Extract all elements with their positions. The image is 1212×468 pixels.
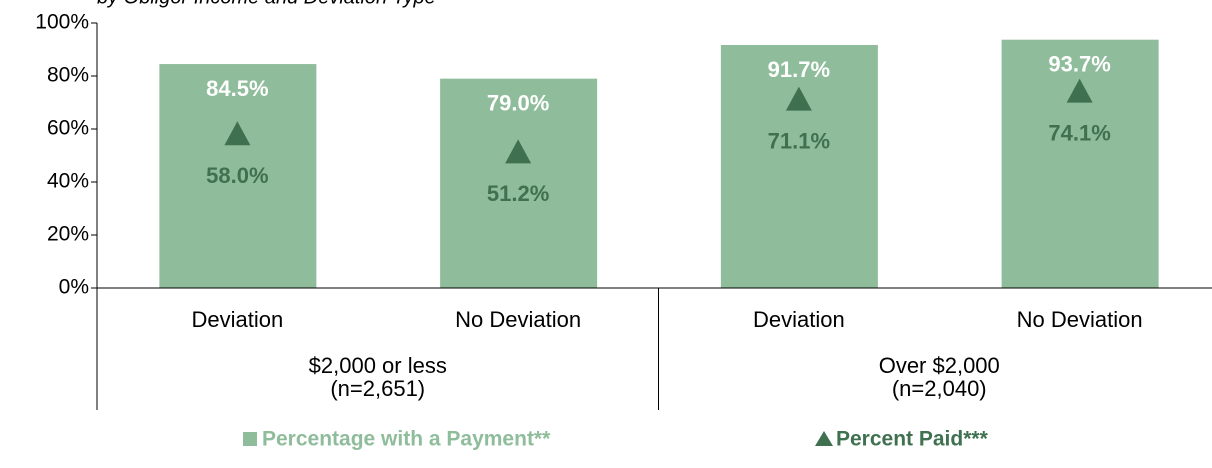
- bar-value-label: 91.7%: [768, 57, 830, 82]
- marker-value-label: 74.1%: [1048, 120, 1110, 145]
- y-tick-label: 0%: [59, 276, 89, 299]
- legend-swatch: [815, 431, 833, 446]
- bar-value-label: 79.0%: [487, 90, 549, 115]
- bar-value-label: 93.7%: [1048, 52, 1110, 77]
- bar: [720, 44, 878, 289]
- y-tick-label: 60%: [47, 117, 89, 140]
- bar: [159, 64, 317, 288]
- bar-value-label: 84.5%: [206, 76, 268, 101]
- group-label: $2,000 or less: [309, 353, 447, 378]
- marker-value-label: 71.1%: [768, 128, 830, 153]
- x-tick-label: Deviation: [753, 307, 845, 332]
- bar: [440, 78, 598, 289]
- triangle-marker: [785, 86, 812, 111]
- x-tick-label: Deviation: [192, 307, 284, 332]
- marker-value-label: 51.2%: [487, 181, 549, 206]
- chart-subtitle: by Obligor Income and Deviation Type: [97, 0, 436, 8]
- legend-swatch: [243, 432, 257, 446]
- x-tick-label: No Deviation: [1017, 307, 1143, 332]
- bar: [1001, 39, 1159, 288]
- y-tick-label: 20%: [47, 223, 89, 246]
- y-tick-label: 100%: [35, 11, 89, 34]
- triangle-marker: [224, 121, 251, 146]
- group-label: Over $2,000: [879, 353, 1000, 378]
- legend-label: Percent Paid***: [836, 428, 989, 451]
- y-tick-label: 80%: [47, 64, 89, 87]
- x-tick-label: No Deviation: [455, 307, 581, 332]
- marker-value-label: 58.0%: [206, 163, 268, 188]
- y-tick-label: 40%: [47, 170, 89, 193]
- triangle-marker: [505, 139, 532, 164]
- legend-label: Percentage with a Payment**: [262, 428, 551, 451]
- group-count: (n=2,040): [892, 376, 987, 401]
- triangle-marker: [1066, 78, 1093, 103]
- group-count: (n=2,651): [330, 376, 425, 401]
